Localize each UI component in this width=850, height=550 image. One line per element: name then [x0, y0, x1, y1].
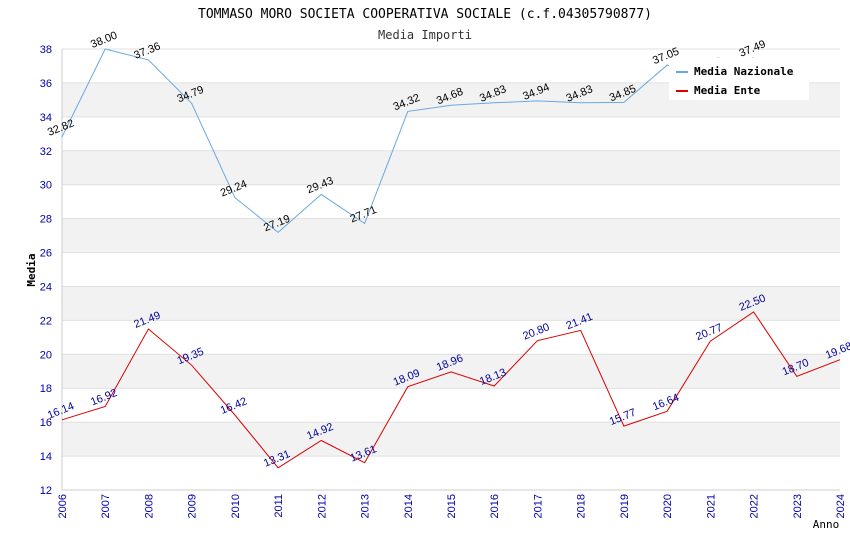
y-tick-label: 18 [40, 383, 52, 395]
x-tick-labels: 2006 2007 2008 2009 2010 2011 2012 2013 2014 2015… [57, 494, 847, 518]
x-tick-label: 2016 [489, 494, 501, 518]
axes [61, 49, 840, 491]
data-label: 38.00 [89, 29, 119, 50]
x-tick-label: 2023 [792, 494, 804, 518]
grid-band [62, 422, 840, 457]
x-tick-label: 2017 [532, 494, 544, 518]
x-tick-label: 2019 [619, 494, 631, 518]
y-tick-label: 34 [40, 112, 52, 124]
grid-band [62, 116, 840, 151]
y-tick-label: 38 [40, 44, 52, 56]
y-tick-label: 26 [40, 248, 52, 260]
x-tick-label: 2009 [187, 494, 199, 518]
x-tick-label: 2024 [835, 494, 847, 518]
y-tick-label: 16 [40, 417, 52, 429]
y-tick-label: 32 [40, 146, 52, 158]
x-tick-label: 2007 [100, 494, 112, 518]
x-tick-label: 2013 [360, 494, 372, 518]
y-tick-label: 14 [40, 451, 52, 463]
grid-band [62, 184, 840, 219]
chart-subtitle: Media Importi [378, 28, 472, 42]
series-line-ente [61, 311, 841, 469]
x-axis-label: Anno [813, 518, 840, 531]
y-tick-labels: 12 14 16 18 20 22 24 26 28 30 32 34 36 38 [40, 44, 52, 497]
legend-label-ente: Media Ente [694, 84, 761, 97]
y-tick-label: 12 [40, 485, 52, 497]
grid-band [62, 354, 840, 389]
x-tick-label: 2011 [273, 494, 285, 518]
y-tick-label: 22 [40, 315, 52, 327]
chart-title: TOMMASO MORO SOCIETA COOPERATIVA SOCIALE… [198, 7, 652, 22]
x-tick-label: 2021 [705, 494, 717, 518]
x-tick-label: 2022 [749, 494, 761, 518]
grid-band [62, 252, 840, 287]
grid-band [62, 150, 840, 185]
legend-label-nazionale: Media Nazionale [694, 65, 794, 78]
grid-band [62, 388, 840, 423]
x-tick-label: 2006 [57, 494, 69, 518]
x-tick-label: 2020 [662, 494, 674, 518]
x-tick-label: 2018 [576, 494, 588, 518]
series-line-nazionale [61, 48, 754, 234]
x-tick-label: 2010 [230, 494, 242, 518]
y-tick-label: 24 [40, 281, 52, 293]
x-tick-label: 2008 [143, 494, 155, 518]
grid-band [62, 320, 840, 355]
y-tick-label: 28 [40, 214, 52, 226]
grid-band [62, 218, 840, 253]
legend: Media Nazionale Media Ente [669, 58, 809, 100]
x-tick-label: 2015 [446, 494, 458, 518]
x-tick-label: 2014 [403, 494, 415, 518]
grid-bands [62, 49, 840, 490]
grid-band [62, 456, 840, 490]
y-tick-label: 30 [40, 180, 52, 192]
y-axis-label: Media [25, 253, 38, 286]
series-lines [61, 48, 841, 469]
y-tick-label: 20 [40, 349, 52, 361]
legend-box [669, 58, 809, 100]
grid-band [62, 286, 840, 321]
y-tick-label: 36 [40, 78, 52, 90]
x-tick-label: 2012 [316, 494, 328, 518]
